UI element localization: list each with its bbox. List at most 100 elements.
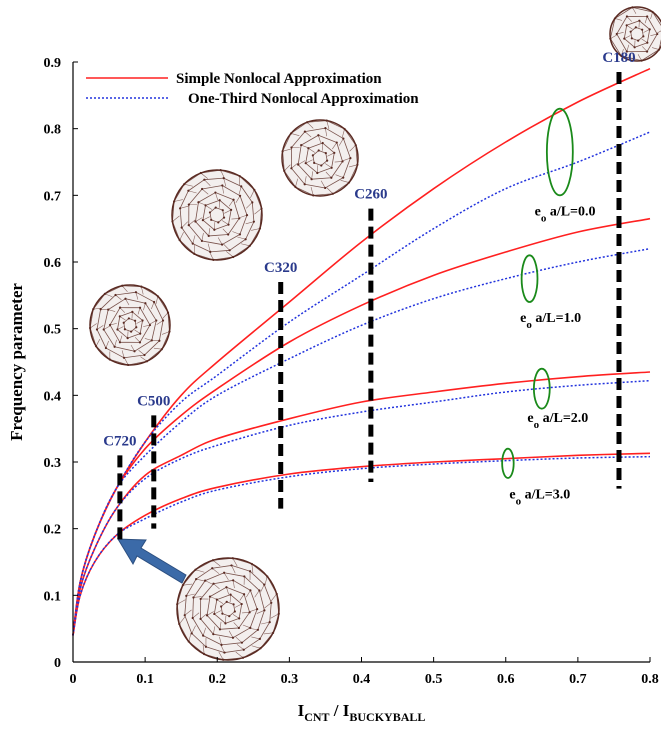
buckyball-atom (197, 201, 200, 204)
buckyball-bond (223, 572, 229, 581)
buckyball-bond (290, 133, 300, 137)
buckyball-bond (325, 127, 344, 139)
buckyball-bond (105, 340, 109, 349)
buckyball-markers: C720 C500 C320 C260 C180 (103, 50, 636, 542)
buckyball-bond (282, 148, 292, 152)
buckyball-bond (135, 291, 155, 303)
buckyball-bond (284, 164, 291, 172)
buckyball-atom (256, 628, 260, 631)
buckyball-bond (243, 594, 250, 613)
buckyball-bond (109, 324, 121, 343)
buckyball-atom (356, 163, 359, 166)
buckyball-atom (633, 46, 636, 49)
buckyball-bond (291, 162, 298, 169)
buckyball-bond (213, 599, 218, 615)
buckyball-bond (614, 7, 633, 19)
buckyball-bond (257, 610, 265, 630)
buckyball-bond (632, 7, 637, 14)
buckyball-bond (122, 285, 142, 288)
buckyball-bond (124, 357, 129, 366)
buckyball-bond (349, 144, 356, 152)
buckyball-bond (314, 162, 322, 166)
series-line-simple (72, 452, 651, 636)
buckyball-atom (232, 579, 235, 582)
buckyball-bond (156, 320, 164, 325)
buckyball-bond (93, 307, 102, 310)
buckyball-bond (235, 195, 241, 203)
buckyball-bond (304, 127, 326, 133)
buckyball-bond (251, 228, 260, 231)
buckyball-bond (251, 636, 260, 640)
buckyball-bond (192, 235, 196, 244)
buckyball-bond (237, 236, 246, 240)
buckyball-bond (222, 185, 224, 194)
buckyball-atom (238, 617, 241, 620)
buckyball-atom (183, 183, 186, 186)
buckyball-bond (232, 557, 252, 565)
buckyball-atom (130, 330, 133, 333)
buckyball-bond (269, 602, 272, 623)
buckyball-bond (89, 309, 94, 329)
buckyball-bond (184, 609, 192, 616)
marker-label-c720: C720 (103, 433, 136, 449)
buckyball-bond (249, 608, 258, 612)
buckyball-atom (200, 187, 204, 191)
buckyball-bond (614, 18, 623, 21)
buckyball-bond (188, 179, 205, 192)
buckyball-bond (225, 618, 240, 624)
buckyball-illustrations (89, 6, 661, 661)
buckyball-bond (290, 121, 308, 134)
buckyball-bond (200, 613, 207, 620)
buckyball-bond (324, 177, 344, 189)
buckyball-bond (198, 192, 216, 203)
buckyball-atom (155, 319, 158, 322)
buckyball-atom (615, 32, 618, 36)
buckyball-bond (191, 633, 207, 648)
buckyball-atom (99, 308, 102, 311)
buckyball-bond (192, 243, 211, 253)
buckyball-atom (212, 633, 215, 636)
buckyball-bond (210, 249, 230, 253)
buckyball-bond (239, 594, 245, 601)
buckyball-atom (200, 239, 204, 243)
buckyball-atom (256, 608, 259, 611)
curve-label: eo a/L=3.0 (509, 488, 570, 508)
buckyball-atom (181, 584, 185, 587)
buckyball-bond (241, 629, 259, 643)
buckyball-bond (242, 624, 251, 629)
buckyball-bond (250, 189, 255, 199)
buckyball-bond (123, 318, 130, 324)
buckyball-bond (215, 192, 219, 201)
buckyball-bond (226, 586, 245, 595)
buckyball-bond (95, 339, 101, 347)
buckyball-atom (223, 651, 226, 654)
buckyball-bond (325, 128, 327, 137)
buckyball-bond (207, 243, 211, 252)
buckyball-bond (344, 128, 357, 146)
buckyball-atom (625, 50, 628, 53)
buckyball-atom (638, 19, 641, 22)
buckyball-bond (230, 594, 242, 605)
buckyball-bond (188, 224, 203, 242)
buckyball-bond (195, 567, 213, 580)
buckyball-atom (121, 284, 124, 287)
buckyball-bond (213, 633, 234, 639)
buckyball-bond (109, 307, 121, 326)
buckyball-bond (214, 610, 222, 615)
buckyball-bond (228, 209, 232, 225)
buckyball-atom (281, 150, 284, 153)
buckyball-bond (219, 199, 232, 211)
buckyball-atom (641, 28, 644, 31)
buckyball-bond (251, 563, 254, 574)
buckyball-bond (149, 320, 157, 325)
buckyball-atom (158, 339, 161, 342)
buckyball-bond (259, 208, 262, 229)
buckyball-bond (621, 55, 642, 61)
buckyball-atom (270, 601, 273, 604)
buckyball-bond (326, 120, 345, 130)
buckyball-bond (209, 586, 227, 597)
buckyball-bond (206, 615, 221, 630)
buckyball-bond (89, 327, 97, 347)
buckyball-bond (226, 601, 234, 605)
buckyball-atom (194, 220, 197, 223)
